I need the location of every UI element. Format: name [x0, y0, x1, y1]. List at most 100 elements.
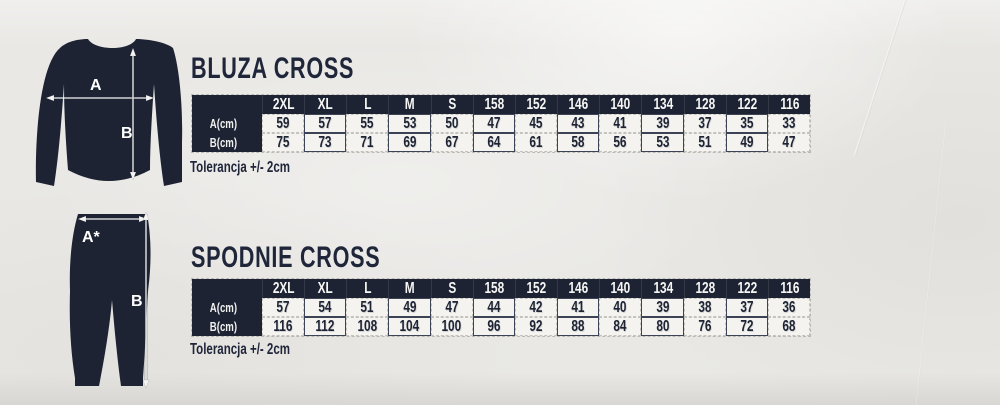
dimension-b-label: B	[131, 293, 143, 310]
value-cell: 35	[725, 114, 768, 133]
size-header-cell: 122	[725, 279, 768, 298]
value-cell: 54	[304, 298, 347, 317]
value-cell: 55	[346, 114, 389, 133]
size-header-cell: 146	[557, 279, 600, 298]
value-cell: 80	[641, 317, 684, 336]
value-cell: 64	[472, 133, 515, 152]
size-header-cell: 134	[641, 279, 684, 298]
value-cell: 69	[388, 133, 431, 152]
value-cell: 43	[557, 114, 600, 133]
size-header-cell: 152	[514, 279, 558, 298]
size-header-cell: 134	[641, 95, 684, 114]
waist-arrow	[77, 215, 148, 223]
size-header-cell: 2XL	[262, 95, 305, 114]
value-cell: 58	[557, 133, 600, 152]
size-header-cell: S	[430, 95, 473, 114]
value-cell: 92	[514, 317, 558, 336]
pants-illustration: A* B	[69, 211, 151, 389]
tolerance-note-spodnie: Tolerancja +/- 2cm	[190, 341, 329, 359]
value-cell: 44	[472, 298, 515, 317]
value-cell: 100	[430, 317, 473, 336]
value-cell: 41	[599, 114, 642, 133]
value-cell: 84	[599, 317, 642, 336]
size-header-cell: 2XL	[262, 279, 305, 298]
length-arrow	[129, 47, 137, 181]
value-cell: 50	[430, 114, 473, 133]
value-cell: 47	[430, 298, 473, 317]
sweatshirt-shape	[35, 39, 183, 186]
value-cell: 57	[304, 114, 347, 133]
value-cell: 57	[262, 298, 305, 317]
row-label-cell: A(cm)	[192, 298, 262, 317]
size-header-cell: M	[388, 279, 431, 298]
size-header-cell: 158	[472, 279, 515, 298]
value-cell: 39	[641, 114, 684, 133]
value-cell: 45	[514, 114, 558, 133]
value-cell: 51	[346, 298, 389, 317]
size-header-cell: XL	[304, 279, 347, 298]
value-cell: 67	[430, 133, 473, 152]
length-arrow	[142, 211, 150, 389]
value-cell: 116	[262, 317, 305, 336]
value-cell: 72	[725, 317, 768, 336]
size-table-spodnie: 2XL XL L M S 158 152 146 140 134 128 122 116 A(cm) 57 5…	[191, 278, 811, 337]
value-cell: 68	[767, 317, 810, 336]
value-cell: 40	[599, 298, 642, 317]
section-title-text: BLUZA CROSS	[191, 52, 355, 85]
value-cell: 36	[767, 298, 810, 317]
dimension-a-label: A	[90, 77, 102, 94]
value-cell: 59	[262, 114, 305, 133]
value-cell: 38	[683, 298, 726, 317]
value-cell: 49	[725, 133, 768, 152]
size-header-cell: L	[346, 95, 389, 114]
dimension-b-label: B	[121, 125, 133, 142]
value-cell: 73	[304, 133, 347, 152]
section-title-text: SPODNIE CROSS	[191, 241, 381, 274]
value-cell: 61	[514, 133, 558, 152]
size-table-bluza: 2XL XL L M S 158 152 146 140 134 128 122 116 A(cm) 59 5…	[191, 94, 811, 153]
value-cell: 51	[683, 133, 726, 152]
value-cell: 88	[557, 317, 600, 336]
value-cell: 47	[472, 114, 515, 133]
value-cell: 75	[262, 133, 305, 152]
row-label-cell: A(cm)	[192, 114, 262, 133]
dimension-a-label: A*	[82, 229, 101, 246]
value-cell: 39	[641, 298, 684, 317]
row-label-cell: B(cm)	[192, 317, 262, 336]
value-cell: 33	[767, 114, 810, 133]
value-cell: 37	[683, 114, 726, 133]
value-cell: 104	[388, 317, 431, 336]
value-cell: 71	[346, 133, 389, 152]
value-cell: 76	[683, 317, 726, 336]
paper-crease	[914, 120, 947, 405]
size-header-cell: 128	[683, 95, 726, 114]
section-title-bluza: BLUZA CROSS	[191, 52, 418, 86]
size-header-cell: 140	[599, 279, 642, 298]
size-header-cell: 146	[557, 95, 600, 114]
size-header-cell: 122	[725, 95, 768, 114]
value-cell: 96	[472, 317, 515, 336]
size-header-cell: 158	[472, 95, 515, 114]
value-cell: 47	[767, 133, 810, 152]
tolerance-note-text: Tolerancja +/- 2cm	[190, 341, 290, 358]
section-title-spodnie: SPODNIE CROSS	[191, 241, 454, 275]
size-header-cell: M	[388, 95, 431, 114]
paper-crease	[853, 0, 909, 157]
value-cell: 37	[725, 298, 768, 317]
tolerance-note-text: Tolerancja +/- 2cm	[190, 159, 290, 176]
value-cell: 56	[599, 133, 642, 152]
value-cell: 49	[388, 298, 431, 317]
size-header-cell: XL	[304, 95, 347, 114]
value-cell: 112	[304, 317, 347, 336]
size-header-cell: 152	[514, 95, 558, 114]
table-corner-cell	[192, 95, 262, 114]
size-header-cell: S	[430, 279, 473, 298]
size-header-cell: L	[346, 279, 389, 298]
row-label-cell: B(cm)	[192, 133, 262, 152]
value-cell: 41	[557, 298, 600, 317]
size-header-cell: 116	[767, 279, 810, 298]
sweatshirt-illustration: A B	[35, 39, 183, 186]
value-cell: 53	[388, 114, 431, 133]
value-cell: 53	[641, 133, 684, 152]
table-corner-cell	[192, 279, 262, 298]
